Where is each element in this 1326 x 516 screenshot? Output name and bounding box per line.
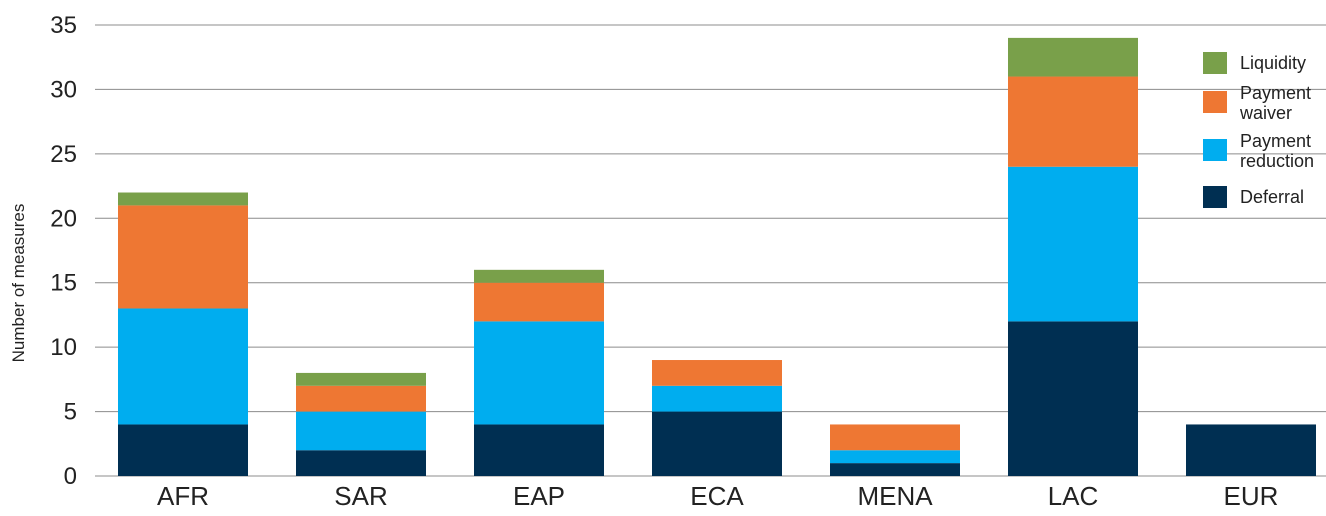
legend: LiquidityPaymentwaiverPaymentreductionDe… — [1203, 52, 1314, 208]
x-tick-label: MENA — [857, 481, 933, 511]
bar-segment-lac-liquidity — [1008, 37, 1138, 77]
x-axis-category-labels: AFR SAR EAP ECA MENA LAC EUR — [157, 481, 1278, 511]
legend-swatch-liquidity — [1203, 52, 1227, 74]
x-tick-label: SAR — [334, 481, 387, 511]
y-tick-label: 35 — [50, 12, 77, 39]
x-tick-label: AFR — [157, 481, 209, 511]
legend-label-deferral: Deferral — [1240, 187, 1304, 207]
bar-segment-lac-payment-reduction — [1008, 166, 1138, 322]
bar-segment-mena-deferral — [830, 463, 960, 476]
bar-segment-eap-payment-waiver — [474, 282, 604, 322]
y-tick-label: 0 — [64, 463, 77, 490]
legend-swatch-payment-waiver — [1203, 91, 1227, 113]
legend-label-payment-reduction: reduction — [1240, 151, 1314, 171]
y-tick-label: 10 — [50, 334, 77, 361]
legend-swatch-deferral — [1203, 186, 1227, 208]
bar-segment-eap-deferral — [474, 424, 604, 476]
bars — [118, 37, 1316, 476]
legend-swatch-payment-reduction — [1203, 139, 1227, 161]
legend-label-liquidity: Liquidity — [1240, 53, 1306, 73]
bar-segment-mena-payment-reduction — [830, 450, 960, 464]
x-tick-label: LAC — [1048, 481, 1099, 511]
y-tick-label: 15 — [50, 270, 77, 297]
bar-segment-mena-payment-waiver — [830, 424, 960, 451]
bar-segment-lac-payment-waiver — [1008, 76, 1138, 167]
y-tick-label: 25 — [50, 141, 77, 168]
y-tick-label: 5 — [64, 399, 77, 426]
x-tick-label: EUR — [1224, 481, 1279, 511]
bar-segment-sar-deferral — [296, 450, 426, 476]
bar-segment-afr-liquidity — [118, 192, 248, 206]
legend-label-payment-waiver: Payment — [1240, 83, 1311, 103]
bar-segment-afr-payment-reduction — [118, 308, 248, 425]
bar-segment-afr-deferral — [118, 424, 248, 476]
bar-segment-eca-deferral — [652, 411, 782, 476]
bar-segment-eca-payment-reduction — [652, 385, 782, 412]
y-tick-label: 30 — [50, 76, 77, 103]
y-axis-tick-labels: 0 5 10 15 20 25 30 35 — [50, 12, 77, 490]
legend-label-payment-waiver: waiver — [1239, 103, 1292, 123]
bar-segment-eur-deferral — [1186, 424, 1316, 476]
bar-segment-lac-deferral — [1008, 321, 1138, 476]
y-tick-label: 20 — [50, 205, 77, 232]
bar-segment-afr-payment-waiver — [118, 205, 248, 309]
bar-segment-sar-liquidity — [296, 372, 426, 386]
legend-label-payment-reduction: Payment — [1240, 131, 1311, 151]
bar-segment-eap-payment-reduction — [474, 321, 604, 425]
x-tick-label: ECA — [690, 481, 744, 511]
bar-segment-sar-payment-reduction — [296, 411, 426, 451]
y-axis-title: Number of measures — [9, 204, 28, 363]
bar-segment-eca-payment-waiver — [652, 360, 782, 386]
bar-segment-sar-payment-waiver — [296, 385, 426, 412]
x-tick-label: EAP — [513, 481, 565, 511]
bar-segment-eap-liquidity — [474, 269, 604, 283]
